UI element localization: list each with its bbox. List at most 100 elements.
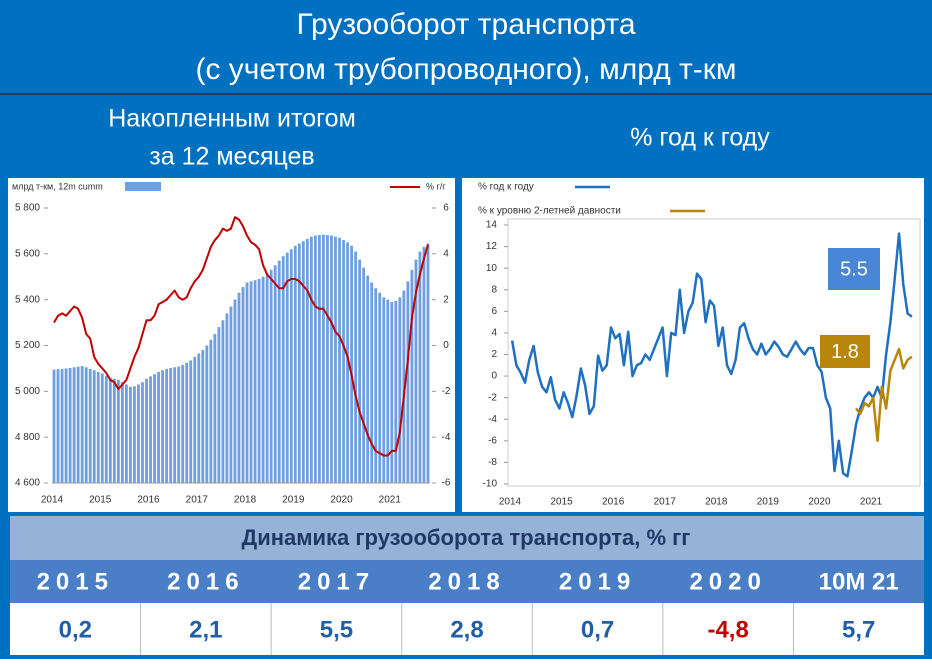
y-tick-label: -8 [488,457,497,468]
bar [366,275,370,483]
bar [112,378,116,483]
plot-frame [507,218,921,487]
bar [157,371,160,483]
bar [245,282,249,483]
bar [326,235,329,483]
bar [289,249,293,483]
table-value: 5,7 [842,616,875,643]
x-tick-label: 2017 [186,495,209,506]
legend-label: % к уровню 2-летней давности [478,206,621,217]
bar [52,369,56,483]
bar [104,375,108,483]
table-years-row [10,560,924,603]
x-tick-label: 2016 [137,495,160,506]
bar [233,299,237,483]
bar [141,382,144,483]
bar [402,290,406,483]
bar [185,362,189,483]
y-tick-label: 4 600 [15,478,40,489]
bar [181,364,185,483]
bar [80,366,84,483]
bar [100,373,104,483]
bar [225,313,229,483]
y-tick-label: 5 200 [15,340,40,351]
x-tick-label: 2021 [860,497,883,508]
subtitle: Накопленным итогом [108,105,356,133]
bar [265,273,269,483]
bar [261,276,265,483]
bar [249,281,253,483]
bar [145,378,148,483]
table-year: 2015 [37,568,114,595]
bar [382,297,386,483]
annotation: 1.8 [831,341,859,363]
bar [285,252,289,483]
bar [56,369,60,483]
bar [418,251,422,483]
x-tick-label: 2018 [234,495,257,506]
bar [318,235,321,483]
y2-tick-label: 0 [443,340,449,351]
y-tick-label: 6 [491,306,497,317]
bar [338,237,341,483]
bar [108,377,112,483]
table-year: 10M 21 [819,568,899,595]
y-tick-label: 5 800 [15,203,40,214]
bar [358,259,362,483]
bar [346,242,349,483]
bar [398,297,402,483]
table-year: 2019 [559,568,636,595]
bar [173,367,177,483]
bar [281,256,285,483]
y2-tick-label: -2 [442,386,451,397]
y-tick-label: 8 [491,284,497,295]
bar [390,301,394,483]
bar [169,367,173,483]
subtitle: за 12 месяцев [149,143,314,171]
y-tick-label: -2 [488,392,497,403]
x-tick-label: 2019 [757,497,780,508]
bar [386,299,390,483]
bar [313,235,317,483]
table-value: 5,5 [320,616,353,643]
bar [422,246,426,483]
bar [149,376,152,483]
y-tick-label: 14 [486,220,498,231]
y-tick-label: 10 [486,263,498,274]
bar [330,235,333,483]
legend-label: % год к году [478,182,534,193]
bar [410,269,414,483]
table-value: 0,2 [59,616,92,643]
bar [370,282,374,483]
bar [120,382,124,483]
bar [229,306,233,483]
table-value: 2,1 [189,616,222,643]
y-tick-label: 5 000 [15,386,40,397]
bar [133,386,136,483]
bar [189,360,193,483]
y-tick-label: 5 600 [15,248,40,259]
bar [406,281,410,483]
bar [129,386,132,483]
annotation-box [820,335,870,368]
legend-label: млрд т-км, 12m cumm [12,181,103,191]
table-value: 0,7 [581,616,614,643]
table-value: 2,8 [450,616,483,643]
bar [253,280,257,483]
bar [72,367,76,483]
bar [116,379,120,483]
bar [88,368,92,483]
bar [221,320,225,483]
bar [354,251,358,483]
bar [241,287,245,483]
bar [165,368,169,483]
x-tick-label: 2014 [499,497,522,508]
y-tick-label: 4 [491,328,497,339]
bar [201,350,205,483]
bar [334,236,337,483]
bar [60,368,64,483]
bar [197,353,201,483]
bar [96,371,100,483]
y2-tick-label: 2 [443,294,449,305]
x-tick-label: 2020 [808,497,831,508]
